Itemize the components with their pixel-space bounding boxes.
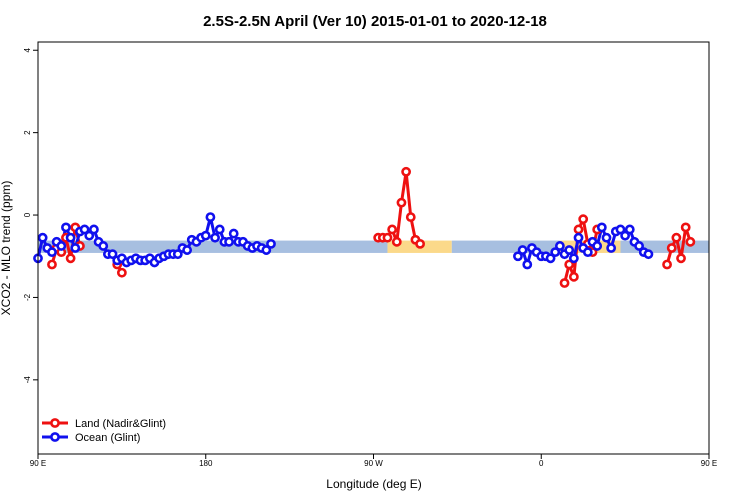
y-tick-label-1: 2 <box>23 130 32 135</box>
land-point-3-4 <box>578 214 589 225</box>
band-0 <box>38 240 388 253</box>
land-point-4-1 <box>666 243 677 253</box>
ocean-point-0-32 <box>182 245 193 255</box>
y-tick-label-4: -4 <box>23 376 32 384</box>
x-tick-label-3: 0 <box>539 459 544 468</box>
y-axis-label: XCO2 - MLO trend (ppm) <box>0 181 13 316</box>
series-lines <box>36 170 692 284</box>
land-point-2-6 <box>401 166 412 177</box>
ocean-point-0-49 <box>261 245 272 255</box>
ocean-point-0-11 <box>84 230 95 241</box>
ocean-point-1-1 <box>517 245 528 255</box>
land-point-4-4 <box>680 222 691 233</box>
ocean-point-0-12 <box>89 224 99 235</box>
ocean-point-0-1 <box>37 232 48 243</box>
ocean-point-1-12 <box>568 253 579 264</box>
ocean-point-0-8 <box>70 243 81 253</box>
ocean-point-1-0 <box>513 251 523 262</box>
land-point-0-4 <box>65 253 76 264</box>
y-tick-label-3: -2 <box>23 293 32 301</box>
land-point-3-3 <box>573 224 584 235</box>
ocean-point-1-24 <box>624 224 635 235</box>
land-point-3-1 <box>564 259 575 270</box>
ocean-point-0-10 <box>79 224 90 235</box>
ocean-point-1-15 <box>582 247 593 258</box>
land-point-3-2 <box>568 271 579 282</box>
land-point-2-4 <box>391 236 402 247</box>
land-point-3-0 <box>559 278 570 288</box>
ocean-point-1-26 <box>634 241 645 251</box>
series-points <box>33 166 696 288</box>
ocean-point-1-17 <box>592 241 603 251</box>
ocean-point-1-7 <box>545 253 556 264</box>
ocean-point-0-30 <box>172 249 183 260</box>
ocean-point-1-18 <box>596 222 607 233</box>
chart-title: 2.5S-2.5N April (Ver 10) 2015-01-01 to 2… <box>203 13 547 30</box>
land-point-1-1 <box>116 267 127 278</box>
x-tick-label-0: 90 E <box>30 459 46 468</box>
ocean-point-0-50 <box>266 238 276 249</box>
ocean-point-0-36 <box>200 230 211 241</box>
land-point-0-0 <box>47 259 57 270</box>
land-point-2-9 <box>415 238 425 249</box>
band-2 <box>451 240 560 253</box>
y-tick-label-0: 4 <box>23 47 32 52</box>
ocean-point-0-37 <box>205 212 216 222</box>
land-point-2-3 <box>387 224 398 235</box>
ocean-point-0-41 <box>224 236 234 247</box>
ocean-point-1-22 <box>615 224 626 235</box>
ocean-point-1-19 <box>601 232 612 243</box>
ocean-point-0-39 <box>214 224 225 235</box>
ocean-point-1-20 <box>606 243 617 253</box>
land-point-2-7 <box>405 212 416 222</box>
land-point-2-2 <box>382 232 393 243</box>
ocean-point-1-9 <box>554 241 565 251</box>
ocean-point-1-2 <box>522 259 533 270</box>
x-axis-label: Longitude (deg E) <box>326 477 421 491</box>
land-point-4-3 <box>676 253 686 264</box>
land-point-4-0 <box>662 259 672 270</box>
ocean-point-0-6 <box>61 222 71 233</box>
land-series-line-2 <box>378 170 422 246</box>
axis-ticks: 90 E 180 90 W 0 90 E 4 2 0 -2 -4 <box>23 47 717 468</box>
ocean-point-1-23 <box>620 230 631 241</box>
ocean-point-0-14 <box>98 241 109 251</box>
land-point-2-5 <box>396 197 407 208</box>
land-point-4-2 <box>671 232 682 243</box>
legend-land-label: Land (Nadir&Glint) <box>75 418 166 430</box>
ocean-point-0-3 <box>47 247 57 258</box>
legend-ocean-marker <box>50 432 60 442</box>
legend-ocean-label: Ocean (Glint) <box>75 432 140 444</box>
ocean-point-1-13 <box>573 232 584 243</box>
x-tick-label-4: 90 E <box>701 459 717 468</box>
ocean-point-0-38 <box>210 232 220 243</box>
x-tick-label-2: 90 W <box>364 459 383 468</box>
ocean-point-0-5 <box>56 241 67 251</box>
ocean-point-0-7 <box>65 232 76 243</box>
ocean-point-0-42 <box>228 228 239 239</box>
x-tick-label-1: 180 <box>199 459 213 468</box>
ocean-point-1-11 <box>564 245 575 255</box>
ocean-point-0-16 <box>107 249 118 260</box>
ocean-point-1-8 <box>550 247 561 258</box>
legend: Land (Nadir&Glint) Ocean (Glint) <box>42 418 166 444</box>
land-point-4-5 <box>685 236 696 247</box>
y-tick-label-2: 0 <box>23 212 32 217</box>
legend-land-marker <box>50 418 60 428</box>
ocean-point-1-28 <box>643 249 654 260</box>
